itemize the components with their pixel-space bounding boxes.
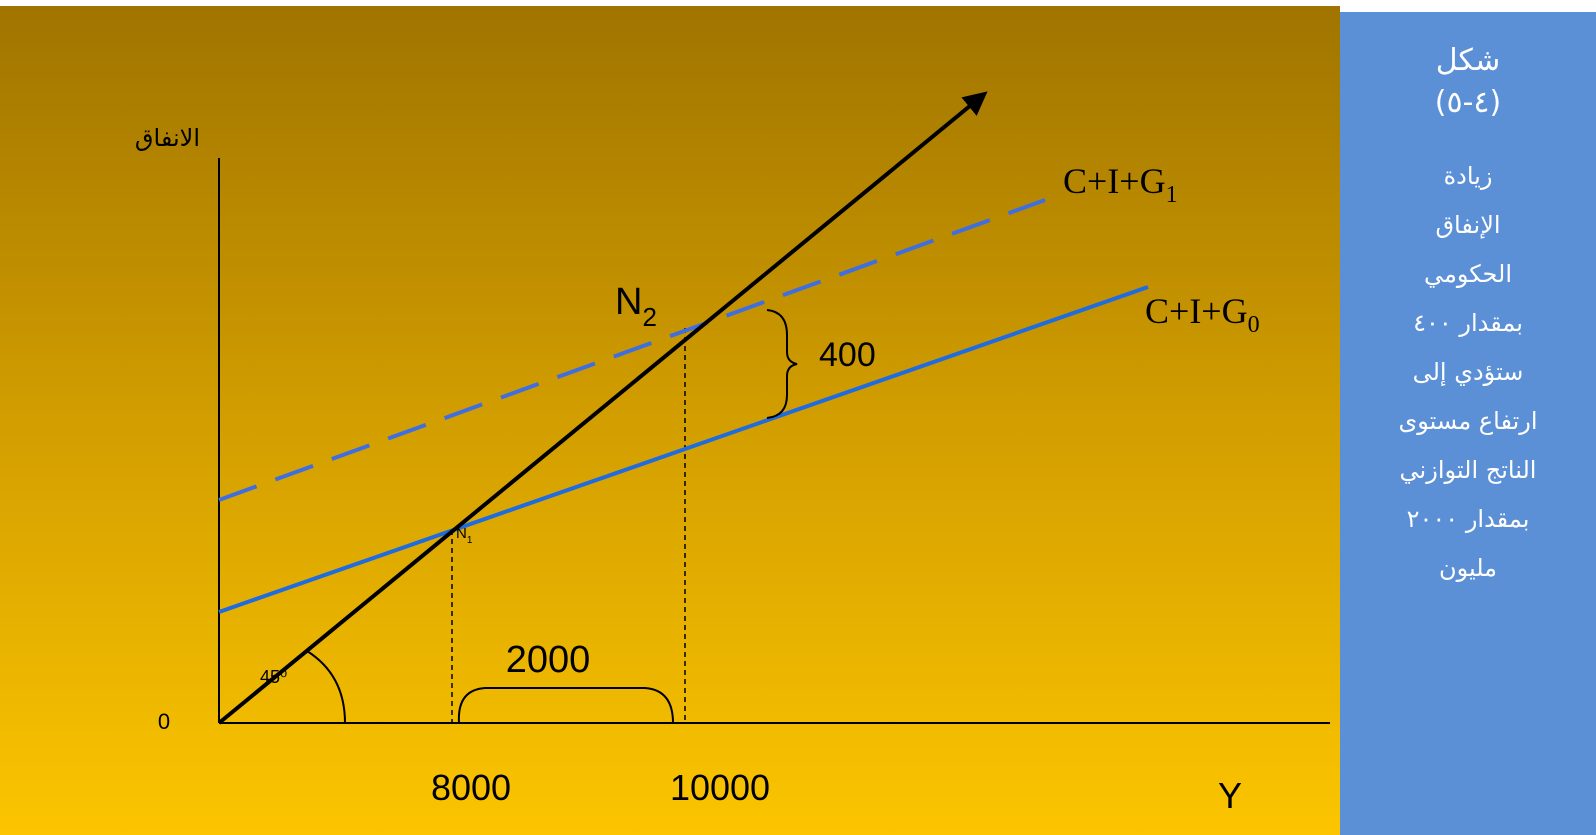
spending-increase-label: 400 — [819, 336, 876, 374]
point-n1-label-base: N — [456, 525, 467, 542]
output-increase-brace — [457, 687, 674, 724]
figure-description-line: الحكومي — [1424, 260, 1512, 288]
curve-cig0-label: C+I+G0 — [1145, 291, 1260, 338]
curve-cig0-label-sub: 0 — [1248, 312, 1260, 338]
line-45-degree — [217, 91, 988, 725]
keynesian-cross-diagram: الانفاق Y 0 45⁰ C+I+G1 C+I+G0 N2 N1 400 … — [0, 6, 1340, 835]
curve-cig1-label-base: C+I+G — [1063, 161, 1166, 201]
figure-description-line: زيادة — [1443, 162, 1493, 190]
figure-description-line: ارتفاع مستوى — [1398, 407, 1538, 435]
curve-cig1 — [218, 198, 1046, 502]
curve-cig1-label: C+I+G1 — [1063, 161, 1178, 208]
diagram-background — [0, 6, 1340, 835]
figure-description-line: الإنفاق — [1435, 211, 1501, 239]
point-n2-label-base: N — [615, 281, 642, 323]
curve-cig0-label-base: C+I+G — [1145, 291, 1248, 331]
angle-arc — [306, 650, 346, 724]
point-n1-label: N1 — [456, 525, 473, 546]
figure-description-line: ستؤدي إلى — [1412, 358, 1524, 386]
x-axis-label: Y — [1218, 775, 1242, 816]
x-tick-8000: 8000 — [431, 767, 511, 808]
point-n1-label-sub: 1 — [467, 535, 473, 546]
origin-label: 0 — [158, 709, 170, 734]
curve-cig1-label-sub: 1 — [1166, 182, 1178, 208]
output-increase-label: 2000 — [506, 639, 591, 681]
figure-number: (٤-٥) — [1434, 85, 1502, 120]
figure-title: شكل — [1435, 43, 1501, 78]
figure-description-line: بمقدار ٤٠٠ — [1413, 309, 1523, 337]
curve-cig0 — [218, 285, 1149, 614]
y-axis-label: الانفاق — [135, 124, 200, 152]
point-n2-label-sub: 2 — [642, 302, 656, 332]
figure-description-line: مليون — [1438, 554, 1498, 582]
x-tick-10000: 10000 — [670, 767, 770, 808]
spending-increase-brace — [766, 309, 798, 419]
point-n2-label: N2 — [615, 281, 657, 332]
angle-label: 45⁰ — [260, 667, 287, 687]
figure-caption-panel: شكل (٤-٥) زيادة الإنفاق الحكومي بمقدار ٤٠٠ س… — [1340, 12, 1596, 835]
figure-description-line: بمقدار ٢٠٠٠ — [1406, 505, 1530, 533]
figure-description: زيادة الإنفاق الحكومي بمقدار ٤٠٠ ستؤدي إلى ار… — [1340, 152, 1596, 593]
figure-description-line: الناتج التوازني — [1399, 456, 1537, 484]
